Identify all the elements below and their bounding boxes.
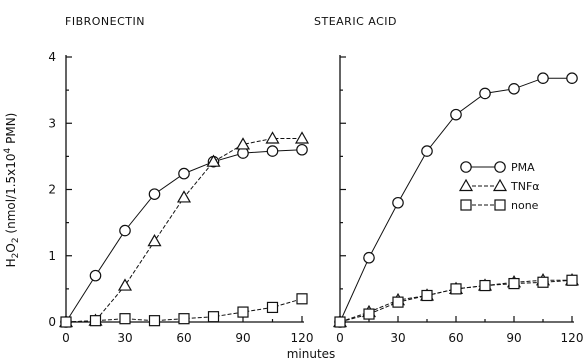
data-point — [296, 293, 308, 305]
axis-lines — [65, 55, 304, 323]
y-label-subscript: 2 — [11, 253, 21, 259]
data-point — [266, 145, 279, 157]
data-point — [294, 131, 310, 144]
data-point — [537, 72, 549, 84]
legend-item: TNFα — [458, 178, 540, 193]
y-axis-label: H2O2 (nmol/1.5x104 PMN) — [3, 113, 21, 268]
data-point — [148, 188, 161, 200]
legend-marker — [492, 178, 508, 192]
y-tick-label: 0 — [48, 315, 56, 329]
data-point — [363, 251, 375, 264]
y-label-part: O — [4, 243, 18, 252]
y-label-superscript: 4 — [3, 147, 13, 153]
panel-title-stearic-acid: STEARIC ACID — [314, 15, 397, 28]
data-point — [450, 108, 462, 121]
data-point — [207, 311, 220, 323]
data-point — [266, 301, 279, 314]
data-point — [392, 196, 404, 209]
data-point — [479, 279, 491, 292]
y-label-part: (nmol/1.5x10 — [4, 153, 18, 237]
data-point — [235, 137, 251, 150]
x-tick-label: 60 — [176, 331, 191, 345]
data-point — [363, 308, 375, 320]
series-none — [334, 274, 578, 328]
y-tick-label: 3 — [48, 116, 56, 130]
data-point — [265, 131, 280, 144]
x-tick-label: 30 — [390, 331, 405, 345]
legend-marker — [460, 161, 472, 173]
data-point — [479, 87, 491, 100]
x-tick-label: 90 — [235, 331, 250, 345]
data-point — [89, 315, 102, 327]
legend-marker — [460, 199, 472, 211]
data-point — [508, 83, 520, 95]
data-point — [119, 224, 131, 237]
series-tnf- — [58, 131, 310, 328]
data-point — [296, 143, 308, 156]
data-point — [117, 278, 133, 291]
y-tick-label: 4 — [48, 50, 56, 64]
data-point — [566, 72, 578, 84]
data-point — [176, 190, 192, 203]
data-point — [566, 274, 578, 286]
data-point — [334, 316, 346, 328]
data-point — [237, 306, 249, 318]
data-point — [508, 277, 520, 290]
x-tick-label: 0 — [62, 331, 70, 345]
data-point — [421, 145, 433, 157]
series-pma — [60, 143, 308, 328]
x-tick-label: 120 — [291, 331, 314, 345]
x-tick-label: 0 — [336, 331, 344, 345]
data-point — [148, 315, 161, 327]
data-point — [178, 313, 190, 325]
series-line — [65, 138, 302, 323]
legend-label: none — [511, 199, 539, 212]
legend-marker — [494, 161, 506, 173]
data-point — [119, 313, 131, 325]
legend-label: TNFα — [510, 180, 540, 193]
legend-item: PMA — [460, 161, 535, 174]
x-tick-label: 30 — [117, 331, 132, 345]
data-point — [537, 276, 549, 288]
legend-marker — [458, 178, 474, 192]
x-tick-label: 60 — [448, 331, 463, 345]
x-tick-label: 90 — [506, 331, 521, 345]
series-none — [60, 293, 308, 328]
legend: PMA TNFα none — [458, 161, 540, 212]
data-point — [89, 269, 102, 282]
x-tick-label: 120 — [561, 331, 584, 345]
data-point — [450, 283, 462, 295]
data-point — [206, 154, 221, 167]
data-point — [421, 289, 433, 302]
data-point — [60, 316, 72, 328]
legend-item: none — [460, 199, 539, 212]
panel-title-fibronectin: FIBRONECTIN — [65, 15, 145, 28]
data-point — [147, 233, 162, 247]
panel-fibronectin: 0 1 2 3 4 0 30 60 90 120 — [48, 50, 313, 345]
series-line — [65, 298, 303, 323]
y-tick-label: 1 — [48, 249, 56, 263]
legend-label: PMA — [511, 161, 535, 174]
y-label-part: H — [4, 258, 18, 267]
panel-stearic-acid: 0 30 60 90 120 — [332, 55, 584, 345]
data-point — [178, 167, 190, 180]
y-label-subscript: 2 — [11, 237, 21, 243]
y-label-part: PMN) — [4, 113, 18, 148]
y-tick-label: 2 — [48, 183, 56, 197]
x-axis-label: minutes — [287, 347, 336, 361]
legend-marker — [494, 199, 506, 211]
data-point — [392, 296, 404, 308]
